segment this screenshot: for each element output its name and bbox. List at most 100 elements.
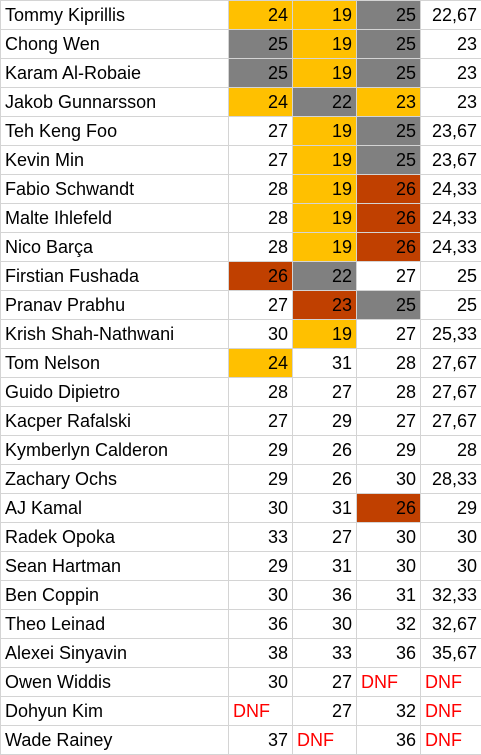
participant-name-cell[interactable]: Wade Rainey [0,725,229,755]
round-1-cell[interactable]: 30 [228,319,293,349]
table-row[interactable]: Alexei Sinyavin 38 33 36 35,67 [0,638,481,668]
round-3-cell[interactable]: 25 [356,0,421,30]
table-row[interactable]: Theo Leinad 36 30 32 32,67 [0,609,481,639]
round-2-cell[interactable]: 19 [292,29,357,59]
average-cell[interactable]: 22,67 [420,0,481,30]
average-cell[interactable]: 24,33 [420,174,481,204]
participant-name-cell[interactable]: Nico Barça [0,232,229,262]
round-1-cell[interactable]: 29 [228,464,293,494]
average-cell[interactable]: 35,67 [420,638,481,668]
table-row[interactable]: Tom Nelson 24 31 28 27,67 [0,348,481,378]
average-cell[interactable]: 23,67 [420,145,481,175]
round-3-cell[interactable]: 28 [356,348,421,378]
round-1-cell[interactable]: 27 [228,145,293,175]
average-cell[interactable]: 28,33 [420,464,481,494]
participant-name-cell[interactable]: Pranav Prabhu [0,290,229,320]
average-cell[interactable]: 24,33 [420,203,481,233]
round-1-cell[interactable]: 37 [228,725,293,755]
participant-name-cell[interactable]: Malte Ihlefeld [0,203,229,233]
table-row[interactable]: Nico Barça 28 19 26 24,33 [0,232,481,262]
round-2-cell[interactable]: 31 [292,551,357,581]
round-2-cell[interactable]: 19 [292,58,357,88]
participant-name-cell[interactable]: Kevin Min [0,145,229,175]
round-3-cell[interactable]: 31 [356,580,421,610]
average-cell[interactable]: 29 [420,493,481,523]
table-row[interactable]: Krish Shah-Nathwani 30 19 27 25,33 [0,319,481,349]
participant-name-cell[interactable]: Dohyun Kim [0,696,229,726]
average-cell[interactable]: 32,67 [420,609,481,639]
round-3-cell[interactable]: 25 [356,116,421,146]
round-2-cell[interactable]: 33 [292,638,357,668]
average-cell[interactable]: 27,67 [420,377,481,407]
table-row[interactable]: Malte Ihlefeld 28 19 26 24,33 [0,203,481,233]
round-3-cell[interactable]: DNF [356,667,421,697]
round-1-cell[interactable]: 28 [228,232,293,262]
round-2-cell[interactable]: DNF [292,725,357,755]
average-cell[interactable]: 23,67 [420,116,481,146]
average-cell[interactable]: 23 [420,29,481,59]
participant-name-cell[interactable]: Jakob Gunnarsson [0,87,229,117]
table-row[interactable]: AJ Kamal 30 31 26 29 [0,493,481,523]
round-1-cell[interactable]: 30 [228,580,293,610]
round-3-cell[interactable]: 25 [356,145,421,175]
participant-name-cell[interactable]: Kymberlyn Calderon [0,435,229,465]
participant-name-cell[interactable]: Alexei Sinyavin [0,638,229,668]
participant-name-cell[interactable]: Krish Shah-Nathwani [0,319,229,349]
round-1-cell[interactable]: 26 [228,261,293,291]
round-3-cell[interactable]: 36 [356,725,421,755]
round-2-cell[interactable]: 31 [292,493,357,523]
participant-name-cell[interactable]: Radek Opoka [0,522,229,552]
round-1-cell[interactable]: 30 [228,667,293,697]
round-2-cell[interactable]: 30 [292,609,357,639]
round-3-cell[interactable]: 32 [356,609,421,639]
round-1-cell[interactable]: 38 [228,638,293,668]
round-2-cell[interactable]: 22 [292,261,357,291]
round-1-cell[interactable]: 36 [228,609,293,639]
round-2-cell[interactable]: 27 [292,667,357,697]
round-3-cell[interactable]: 27 [356,319,421,349]
average-cell[interactable]: 25 [420,290,481,320]
average-cell[interactable]: 32,33 [420,580,481,610]
round-2-cell[interactable]: 27 [292,696,357,726]
table-row[interactable]: Radek Opoka 33 27 30 30 [0,522,481,552]
round-1-cell[interactable]: 24 [228,0,293,30]
round-2-cell[interactable]: 26 [292,435,357,465]
table-row[interactable]: Owen Widdis 30 27 DNF DNF [0,667,481,697]
participant-name-cell[interactable]: Zachary Ochs [0,464,229,494]
table-row[interactable]: Kacper Rafalski 27 29 27 27,67 [0,406,481,436]
average-cell[interactable]: 24,33 [420,232,481,262]
average-cell[interactable]: DNF [420,667,481,697]
round-3-cell[interactable]: 26 [356,203,421,233]
table-row[interactable]: Dohyun Kim DNF 27 32 DNF [0,696,481,726]
participant-name-cell[interactable]: Fabio Schwandt [0,174,229,204]
round-3-cell[interactable]: 25 [356,290,421,320]
table-row[interactable]: Jakob Gunnarsson 24 22 23 23 [0,87,481,117]
round-1-cell[interactable]: 30 [228,493,293,523]
round-3-cell[interactable]: 27 [356,261,421,291]
round-3-cell[interactable]: 27 [356,406,421,436]
round-2-cell[interactable]: 22 [292,87,357,117]
participant-name-cell[interactable]: Teh Keng Foo [0,116,229,146]
round-3-cell[interactable]: 29 [356,435,421,465]
table-row[interactable]: Kevin Min 27 19 25 23,67 [0,145,481,175]
table-row[interactable]: Tommy Kiprillis 24 19 25 22,67 [0,0,481,30]
average-cell[interactable]: DNF [420,696,481,726]
round-3-cell[interactable]: 30 [356,551,421,581]
round-3-cell[interactable]: 26 [356,174,421,204]
participant-name-cell[interactable]: Tom Nelson [0,348,229,378]
round-1-cell[interactable]: 27 [228,406,293,436]
round-2-cell[interactable]: 19 [292,232,357,262]
average-cell[interactable]: 25,33 [420,319,481,349]
round-2-cell[interactable]: 19 [292,0,357,30]
table-row[interactable]: Kymberlyn Calderon 29 26 29 28 [0,435,481,465]
table-row[interactable]: Karam Al-Robaie 25 19 25 23 [0,58,481,88]
average-cell[interactable]: 23 [420,58,481,88]
participant-name-cell[interactable]: Guido Dipietro [0,377,229,407]
round-2-cell[interactable]: 27 [292,377,357,407]
round-3-cell[interactable]: 25 [356,29,421,59]
participant-name-cell[interactable]: Sean Hartman [0,551,229,581]
round-1-cell[interactable]: 27 [228,116,293,146]
round-3-cell[interactable]: 26 [356,232,421,262]
round-1-cell[interactable]: DNF [228,696,293,726]
table-row[interactable]: Chong Wen 25 19 25 23 [0,29,481,59]
